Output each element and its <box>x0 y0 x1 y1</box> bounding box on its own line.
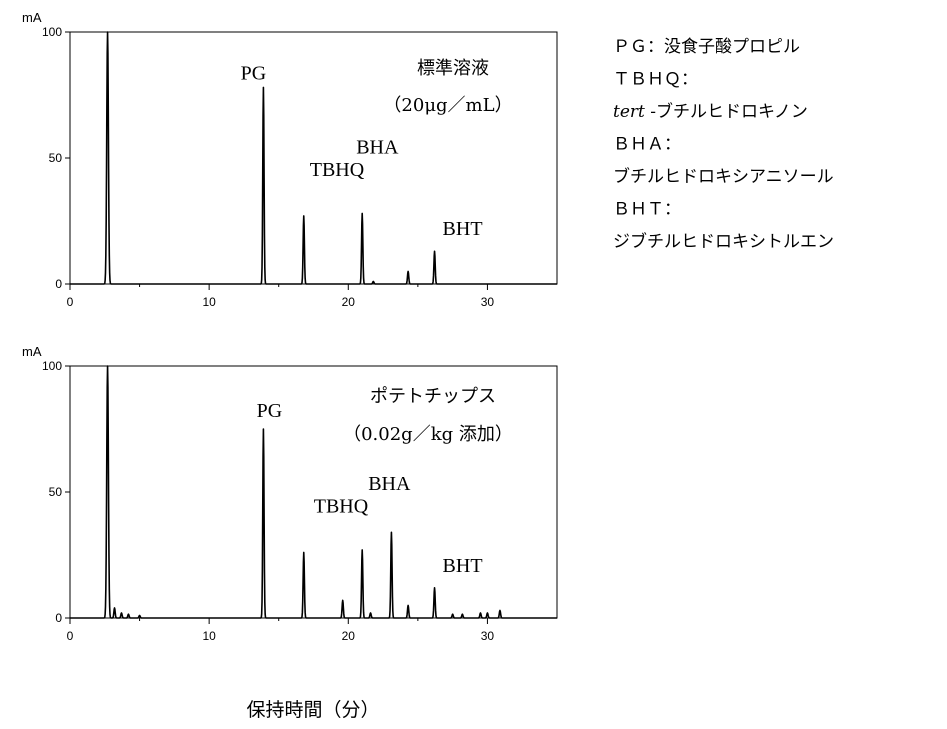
legend-text: ブチルヒドロキシアニソール <box>613 166 834 187</box>
y-tick-label: 0 <box>55 611 62 625</box>
legend-line: tert -ブチルヒドロキノン <box>613 101 808 122</box>
legend-line: ＢＨＡ： <box>613 135 681 155</box>
legend-line: ブチルヒドロキシアニソール <box>613 166 834 187</box>
legend-text: ＢＨＡ： <box>613 135 681 155</box>
y-unit-label: mA <box>22 344 42 359</box>
x-tick-label: 30 <box>481 629 495 643</box>
y-tick-label: 50 <box>49 151 63 165</box>
legend-line: ＢＨＴ： <box>613 200 681 220</box>
x-tick-label: 30 <box>481 295 495 309</box>
x-tick-label: 0 <box>67 295 74 309</box>
peak-label-bha: BHA <box>356 136 399 158</box>
legend-text: ＢＨＴ： <box>613 200 681 220</box>
peak-label-bha: BHA <box>368 473 411 495</box>
x-tick-label: 10 <box>202 629 216 643</box>
legend-line: ジブチルヒドロキシトルエン <box>613 231 834 252</box>
peak-label-bht: BHT <box>443 555 483 577</box>
legend-text: -ブチルヒドロキノン <box>645 101 808 122</box>
peak-label-bht: BHT <box>443 218 483 240</box>
panel-title: ポテトチップス <box>370 386 496 407</box>
legend-text: ＰＧ：没食子酸プロピル <box>613 37 800 57</box>
peak-label-pg: PG <box>241 62 267 84</box>
peak-label-pg: PG <box>257 400 283 422</box>
legend: ＰＧ：没食子酸プロピル ＴＢＨＱ： tert -ブチルヒドロキノン ＢＨＡ： ブチルヒド… <box>613 37 834 252</box>
y-tick-label: 50 <box>49 485 63 499</box>
peak-label-tbhq: TBHQ <box>314 495 369 517</box>
x-tick-label: 10 <box>202 295 216 309</box>
x-tick-label: 20 <box>342 295 356 309</box>
x-axis-title: 保持時間（分） <box>246 699 379 721</box>
y-unit-label: mA <box>22 10 42 25</box>
legend-line: ＰＧ：没食子酸プロピル <box>613 37 800 57</box>
x-tick-label: 20 <box>342 629 356 643</box>
panel-title: 標準溶液 <box>417 58 489 79</box>
y-tick-label: 100 <box>42 25 62 39</box>
panel-subtitle: （0.02g／kg 添加） <box>343 424 513 445</box>
panel-subtitle: （20μg／mL） <box>383 95 512 116</box>
y-tick-label: 100 <box>42 359 62 373</box>
x-tick-label: 0 <box>67 629 74 643</box>
y-tick-label: 0 <box>55 277 62 291</box>
legend-text: ＴＢＨＱ： <box>613 70 698 90</box>
legend-italic-text: tert <box>613 102 645 122</box>
peak-label-tbhq: TBHQ <box>310 159 365 181</box>
legend-line: ＴＢＨＱ： <box>613 70 698 90</box>
legend-text: ジブチルヒドロキシトルエン <box>613 231 834 252</box>
